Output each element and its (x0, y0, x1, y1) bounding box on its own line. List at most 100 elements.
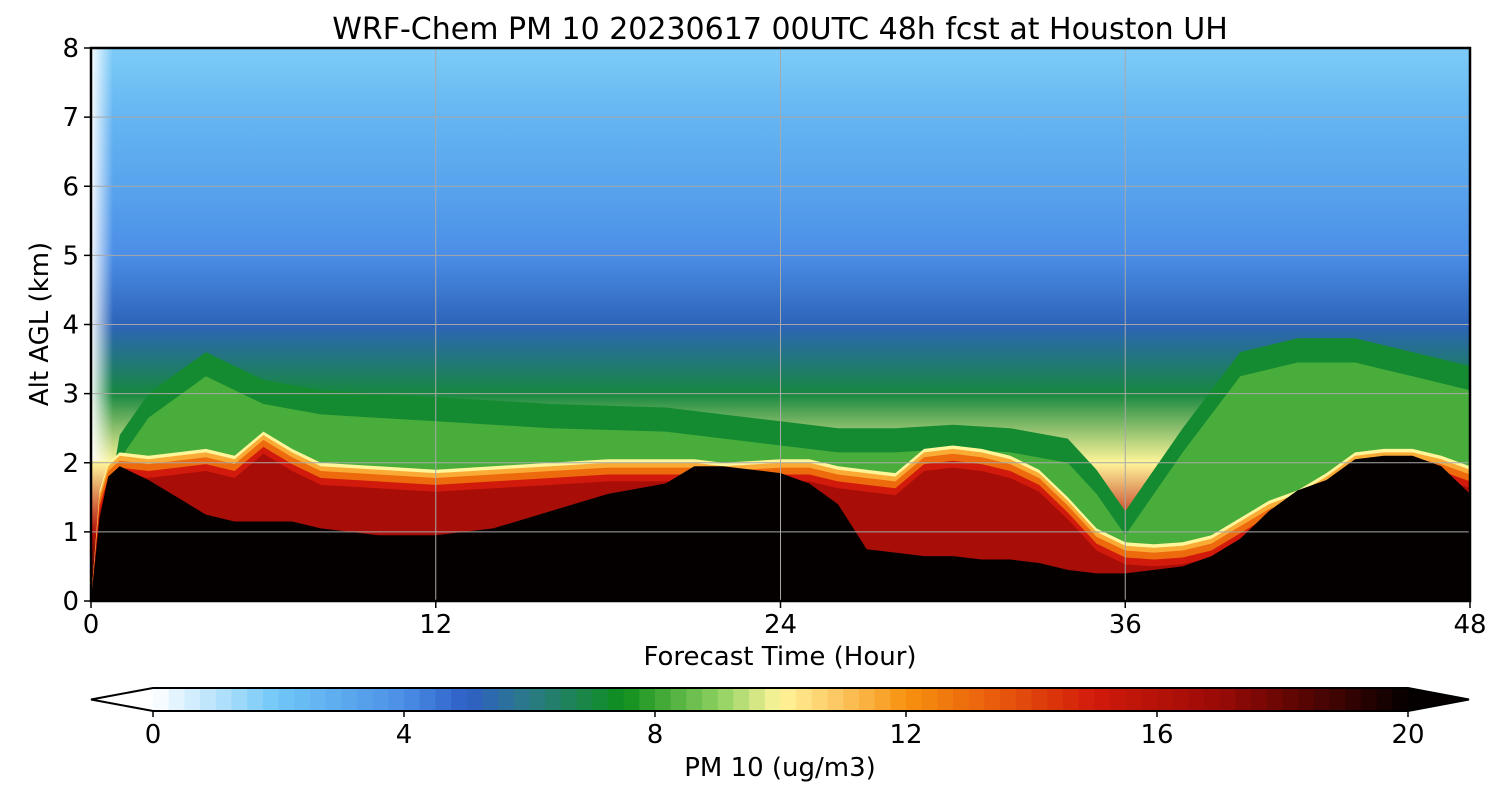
x-tick-label: 36 (1109, 610, 1142, 640)
colorbar-segment (1360, 688, 1378, 711)
y-tick-label: 3 (62, 380, 79, 410)
colorbar-segment (1392, 688, 1409, 711)
colorbar-segment (686, 688, 703, 711)
colorbar-segment (984, 688, 1001, 711)
colorbar-segment (953, 688, 970, 711)
colorbar-segment (1047, 688, 1064, 711)
colorbar-segment (325, 688, 342, 711)
colorbar-segment (498, 688, 515, 711)
colorbar-segment (168, 688, 185, 711)
colorbar-segment (639, 688, 656, 711)
y-tick-label: 5 (62, 241, 79, 271)
colorbar-segment (388, 688, 405, 711)
x-tick-label: 12 (419, 610, 452, 640)
colorbar-tick-label: 16 (1140, 720, 1173, 750)
colorbar-segment (1376, 688, 1393, 711)
colorbar-segment (451, 688, 468, 711)
colorbar-segment (1235, 688, 1252, 711)
colorbar-segment (153, 688, 170, 711)
colorbar-segment (262, 688, 280, 711)
colorbar-segment (655, 688, 672, 711)
colorbar-tick-label: 12 (889, 720, 922, 750)
y-axis-label: Alt AGL (km) (25, 242, 55, 406)
colorbar-segment (309, 688, 327, 711)
y-axis: 0 1 2 3 4 5 6 7 8 (62, 34, 91, 617)
colorbar-segment (1172, 688, 1189, 711)
chart-title: WRF-Chem PM 10 20230617 00UTC 48h fcst a… (332, 12, 1228, 47)
colorbar-segment (1078, 688, 1095, 711)
colorbar-segment (1031, 688, 1048, 711)
colorbar-segment (1188, 688, 1205, 711)
colorbar-segment (827, 688, 844, 711)
y-tick-label: 2 (62, 449, 79, 479)
colorbar-segment (1266, 688, 1284, 711)
colorbar-segment (607, 688, 625, 711)
colorbar-segment (1062, 688, 1080, 711)
y-tick-label: 7 (62, 103, 79, 133)
colorbar-segment (1015, 688, 1033, 711)
y-tick-label: 4 (62, 311, 79, 341)
colorbar-segment (372, 688, 389, 711)
colorbar-segment (466, 688, 484, 711)
colorbar-segment (1141, 688, 1158, 711)
colorbar-segment (749, 688, 766, 711)
colorbar-segment (843, 688, 860, 711)
colorbar-segment (906, 688, 923, 711)
colorbar-tick-label: 20 (1391, 720, 1424, 750)
colorbar-segment (294, 688, 311, 711)
colorbar-segment (811, 688, 829, 711)
colorbar-segment (670, 688, 687, 711)
x-axis-label: Forecast Time (Hour) (643, 642, 916, 672)
colorbar-segment (1204, 688, 1221, 711)
colorbar: 0 4 8 12 16 20 (90, 687, 1470, 750)
colorbar-segment (482, 688, 499, 711)
colorbar-segment (545, 688, 562, 711)
x-tick-label: 48 (1453, 610, 1486, 640)
colorbar-segment (278, 688, 295, 711)
colorbar-segment (1125, 688, 1142, 711)
colorbar-segment (968, 688, 986, 711)
colorbar-segment (780, 688, 797, 711)
colorbar-segment (419, 688, 436, 711)
colorbar-segment (1282, 688, 1299, 711)
colorbar-segment (623, 688, 640, 711)
colorbar-segment (1298, 688, 1315, 711)
colorbar-segment (1219, 688, 1237, 711)
colorbar-tick-label: 4 (396, 720, 413, 750)
colorbar-segment (733, 688, 750, 711)
x-tick-label: 0 (83, 610, 100, 640)
colorbar-segment (231, 688, 248, 711)
colorbar-segment (513, 688, 531, 711)
y-tick-label: 1 (62, 518, 79, 548)
colorbar-segment (247, 688, 264, 711)
x-tick-label: 24 (764, 610, 797, 640)
y-tick-label: 8 (62, 34, 79, 64)
colorbar-segment (356, 688, 374, 711)
colorbar-segment (890, 688, 907, 711)
colorbar-segment (215, 688, 233, 711)
colorbar-tick-label: 0 (145, 720, 162, 750)
y-tick-label: 6 (62, 172, 79, 202)
colorbar-segment (200, 688, 217, 711)
colorbar-segment (937, 688, 954, 711)
colorbar-segment (921, 688, 938, 711)
colorbar-tick-label: 8 (647, 720, 664, 750)
colorbar-segment (1329, 688, 1346, 711)
colorbar-segment (796, 688, 813, 711)
colorbar-segment (874, 688, 891, 711)
colorbar-segment (1000, 688, 1017, 711)
colorbar-segment (435, 688, 452, 711)
x-axis: 0 12 24 36 48 (83, 601, 1487, 640)
colorbar-segment (592, 688, 609, 711)
colorbar-segment (1251, 688, 1268, 711)
colorbar-segment (341, 688, 358, 711)
colorbar-segment (1313, 688, 1331, 711)
colorbar-segment (560, 688, 578, 711)
colorbar-extend-min (91, 688, 153, 711)
colorbar-extend-max (1408, 688, 1469, 711)
colorbar-segment (529, 688, 546, 711)
colorbar-segment (184, 688, 201, 711)
colorbar-segment (1157, 688, 1174, 711)
y-tick-label: 0 (62, 587, 79, 617)
